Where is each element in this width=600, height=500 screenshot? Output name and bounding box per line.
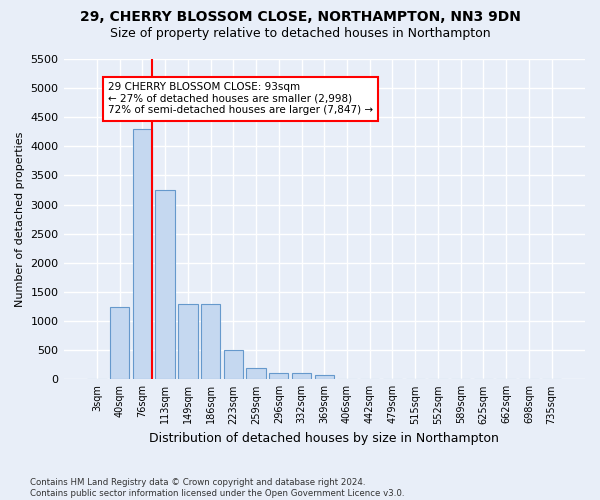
X-axis label: Distribution of detached houses by size in Northampton: Distribution of detached houses by size … [149, 432, 499, 445]
Y-axis label: Number of detached properties: Number of detached properties [15, 132, 25, 307]
Text: Contains HM Land Registry data © Crown copyright and database right 2024.
Contai: Contains HM Land Registry data © Crown c… [30, 478, 404, 498]
Bar [314, 375, 334, 380]
Text: Size of property relative to detached houses in Northampton: Size of property relative to detached ho… [110, 28, 490, 40]
Bar [133, 129, 152, 380]
Bar [292, 374, 311, 380]
Bar [155, 190, 175, 380]
Bar [247, 368, 266, 380]
Bar [110, 306, 130, 380]
Text: 29, CHERRY BLOSSOM CLOSE, NORTHAMPTON, NN3 9DN: 29, CHERRY BLOSSOM CLOSE, NORTHAMPTON, N… [80, 10, 520, 24]
Bar [269, 374, 289, 380]
Text: 29 CHERRY BLOSSOM CLOSE: 93sqm
← 27% of detached houses are smaller (2,998)
72% : 29 CHERRY BLOSSOM CLOSE: 93sqm ← 27% of … [108, 82, 373, 116]
Bar [224, 350, 243, 380]
Bar [178, 304, 197, 380]
Bar [201, 304, 220, 380]
